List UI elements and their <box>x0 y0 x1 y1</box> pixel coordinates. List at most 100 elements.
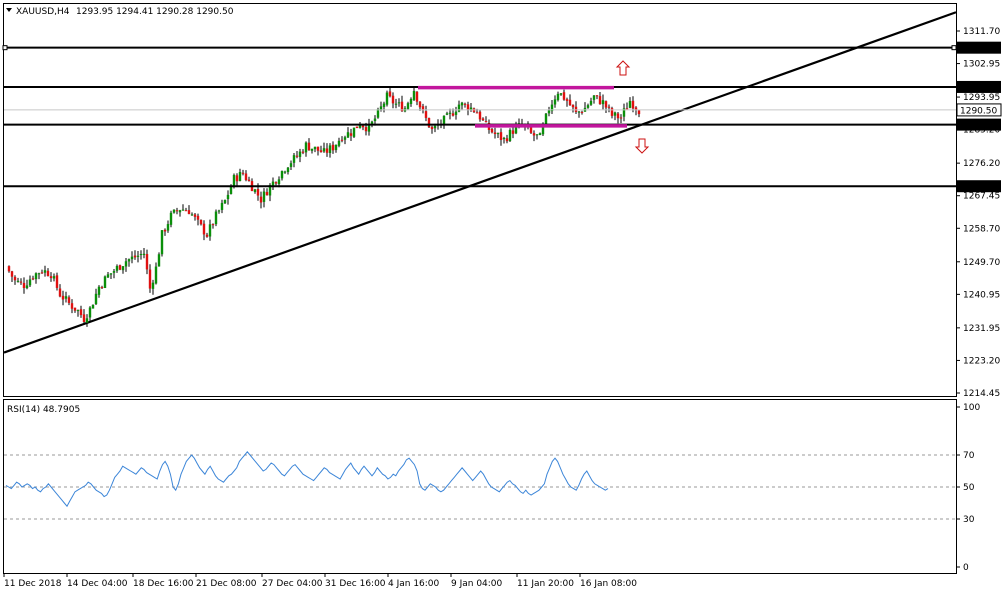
candle-body <box>217 210 221 212</box>
candle-body <box>616 113 620 119</box>
chevron-down-icon[interactable] <box>6 8 12 12</box>
candle-body <box>589 100 593 105</box>
candle-body <box>490 128 494 133</box>
candle-body <box>115 266 119 271</box>
candle-body <box>265 191 269 196</box>
candle-body <box>13 276 17 281</box>
candle-body <box>43 270 47 273</box>
time-tick-label: 14 Dec 04:00 <box>67 579 128 589</box>
level-price-tag <box>957 80 1001 93</box>
symbol-label: XAUUSD,H4 <box>16 7 70 17</box>
candle-body <box>586 105 590 108</box>
price-tick-label: 1214.45 <box>963 389 1000 399</box>
candle-body <box>541 125 545 135</box>
candle-body <box>139 254 143 256</box>
candle-body <box>316 146 320 151</box>
time-tick-label: 21 Dec 08:00 <box>196 579 257 589</box>
candle-body <box>70 303 74 309</box>
rsi-layer: 100 70 50 30 0 <box>4 403 980 573</box>
candle-body <box>235 175 239 182</box>
candle-body <box>58 288 62 297</box>
candle-body <box>559 93 563 95</box>
time-axis: 11 Dec 2018 14 Dec 04:00 18 Dec 16:00 21 De… <box>3 573 637 589</box>
candle-body <box>544 113 548 125</box>
candle-body <box>364 127 368 132</box>
candle-body <box>430 126 434 130</box>
candle-body <box>100 287 104 289</box>
candle-body <box>571 104 575 108</box>
arrow-down-icon[interactable] <box>634 138 650 154</box>
candles-layer <box>7 86 641 327</box>
candle-body <box>361 125 365 128</box>
candle-body <box>568 99 572 106</box>
candle-body <box>469 107 473 110</box>
candle-body <box>37 273 41 275</box>
candle-body <box>538 133 542 136</box>
candle-body <box>10 271 14 277</box>
candle-body <box>310 148 314 151</box>
price-tick-label: 1293.95 <box>963 93 1000 103</box>
candle-body <box>178 210 182 213</box>
candle-body <box>373 118 377 122</box>
level-price-tag-label: 1286.55 <box>960 121 997 131</box>
candle-body <box>214 211 218 225</box>
line-handle[interactable] <box>2 45 8 51</box>
candle-body <box>409 99 413 104</box>
candle-body <box>355 126 359 129</box>
candle-body <box>325 148 329 153</box>
candle-body <box>313 146 317 150</box>
candle-body <box>562 92 566 100</box>
candle-body <box>124 261 128 267</box>
candle-body <box>223 200 227 204</box>
candle-body <box>142 253 146 255</box>
rsi-tick-label: 0 <box>963 563 969 573</box>
time-tick-label: 18 Dec 16:00 <box>133 579 194 589</box>
candle-body <box>244 173 248 181</box>
candle-body <box>76 310 80 312</box>
candle-body <box>22 282 26 288</box>
price-axis: 1311.70 1302.95 1293.95 1285.20 1276.20 1267.… <box>956 27 1000 399</box>
price-tick-label: 1258.70 <box>963 224 1000 234</box>
candle-body <box>160 230 164 255</box>
candle-body <box>331 144 335 151</box>
price-tick-label: 1311.70 <box>963 27 1000 37</box>
candle-body <box>133 255 137 258</box>
candle-body <box>181 209 185 211</box>
candle-body <box>613 112 617 116</box>
candle-body <box>241 172 245 174</box>
candle-body <box>607 106 611 108</box>
candle-body <box>151 282 155 289</box>
candle-body <box>169 212 173 225</box>
candle-body <box>67 297 71 303</box>
candle-body <box>106 274 110 278</box>
candle-body <box>319 150 323 153</box>
candle-body <box>292 155 296 163</box>
trendline[interactable] <box>3 11 957 354</box>
candle-body <box>232 175 236 188</box>
level-price-tag <box>957 41 1001 54</box>
line-handle[interactable] <box>951 45 957 51</box>
price-tick-label: 1267.45 <box>963 192 1000 202</box>
trendline-layer <box>3 11 957 354</box>
arrow-up-icon[interactable] <box>615 60 631 76</box>
level-price-tag-label: 1270.00 <box>960 183 997 193</box>
candle-body <box>529 127 533 133</box>
candle-body <box>595 95 599 97</box>
candle-body <box>121 266 125 271</box>
candle-body <box>103 276 107 289</box>
candle-body <box>286 167 290 173</box>
candle-body <box>343 137 347 140</box>
candle-body <box>550 104 554 112</box>
candle-body <box>367 124 371 132</box>
candle-body <box>502 137 506 140</box>
time-tick-label: 27 Dec 04:00 <box>262 579 323 589</box>
candle-body <box>610 108 614 116</box>
time-tick-label: 9 Jan 04:00 <box>451 579 503 589</box>
candle-body <box>277 179 281 185</box>
candle-body <box>82 314 86 322</box>
candle-body <box>475 112 479 114</box>
candle-body <box>130 256 134 260</box>
candle-body <box>295 155 299 157</box>
price-tick-label: 1249.70 <box>963 258 1000 268</box>
candle-body <box>61 295 65 300</box>
